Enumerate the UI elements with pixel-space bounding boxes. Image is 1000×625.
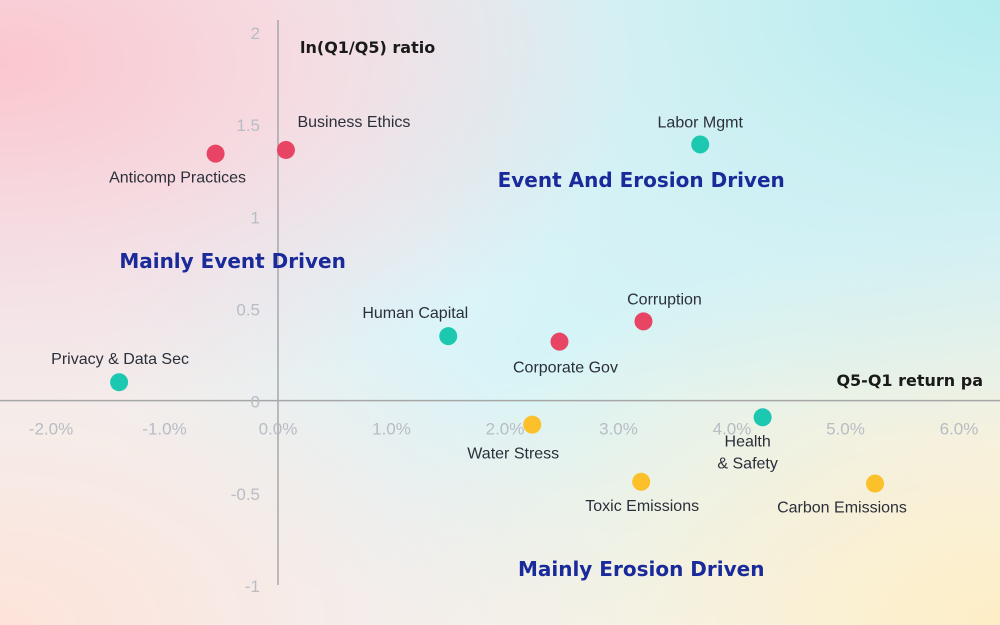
- y-axis-title: ln(Q1/Q5) ratio: [300, 38, 435, 57]
- data-point: [110, 373, 129, 392]
- data-point: [439, 327, 458, 346]
- x-tick-label: 5.0%: [826, 420, 865, 439]
- region-label: Mainly Erosion Driven: [518, 557, 764, 581]
- x-tick-label: 4.0%: [713, 420, 752, 439]
- data-point: [632, 472, 651, 491]
- point-label: Water Stress: [467, 446, 559, 463]
- y-tick-label: 0: [251, 393, 260, 412]
- data-point: [753, 408, 772, 427]
- data-point: [523, 415, 542, 434]
- data-point: [206, 144, 225, 163]
- x-tick-label: 1.0%: [372, 420, 411, 439]
- point-label: Toxic Emissions: [585, 498, 699, 515]
- data-points: [110, 135, 885, 493]
- x-tick-label: -1.0%: [142, 420, 186, 439]
- point-label: Health: [725, 433, 771, 450]
- point-label: Labor Mgmt: [658, 114, 744, 131]
- x-tick-label: 6.0%: [940, 420, 979, 439]
- data-point: [634, 312, 653, 331]
- x-tick-labels: -2.0% -1.0% 0.0% 1.0% 2.0% 3.0% 4.0% 5.0% 6.0%: [29, 420, 979, 439]
- region-labels: Mainly Event Driven Event And Erosion Dri…: [119, 168, 784, 581]
- x-axis-title: Q5-Q1 return pa: [836, 371, 983, 390]
- x-tick-label: -2.0%: [29, 420, 73, 439]
- data-point: [550, 332, 569, 351]
- y-tick-label: 1: [251, 208, 260, 227]
- x-tick-label: 3.0%: [599, 420, 638, 439]
- y-tick-label: 2: [251, 24, 260, 43]
- region-label: Mainly Event Driven: [119, 249, 346, 273]
- point-label: Corruption: [627, 291, 702, 308]
- point-label: Human Capital: [362, 305, 468, 322]
- region-label: Event And Erosion Driven: [498, 168, 785, 192]
- data-point: [276, 140, 295, 159]
- y-tick-label: -0.5: [231, 485, 260, 504]
- point-labels: Business Ethics Anticomp Practices Corrupt…: [51, 114, 907, 517]
- point-label: & Safety: [717, 455, 777, 472]
- point-label: Privacy & Data Sec: [51, 351, 189, 368]
- point-label: Carbon Emissions: [777, 500, 907, 517]
- x-tick-label: 0.0%: [259, 420, 298, 439]
- point-label: Corporate Gov: [513, 360, 618, 377]
- y-tick-label: 1.5: [236, 116, 260, 135]
- y-tick-label: 0.5: [236, 301, 260, 320]
- point-label: Business Ethics: [297, 114, 410, 131]
- y-tick-labels: -1 -0.5 0 0.5 1 1.5 2: [231, 24, 260, 596]
- x-tick-label: 2.0%: [486, 420, 525, 439]
- axes: [0, 20, 1000, 585]
- data-point: [691, 135, 710, 154]
- y-tick-label: -1: [245, 577, 260, 596]
- data-point: [866, 474, 885, 493]
- point-label: Anticomp Practices: [109, 170, 246, 187]
